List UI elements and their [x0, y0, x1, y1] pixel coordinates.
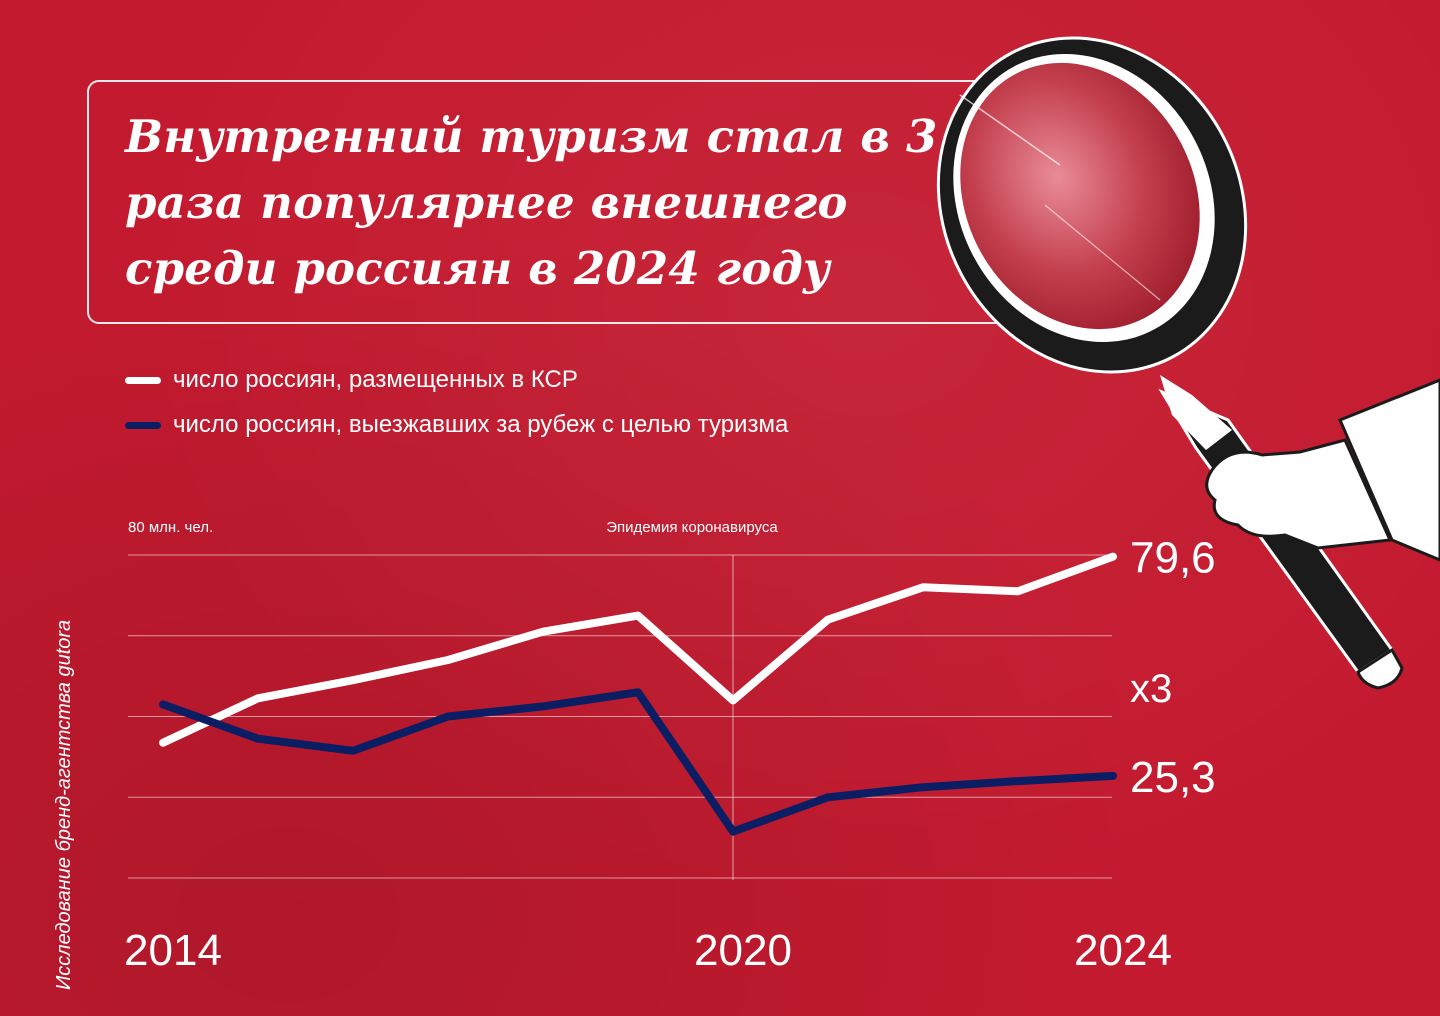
chart-title: Внутренний туризм стал в 3 раза популярн… — [125, 110, 938, 295]
legend-swatch-domestic — [125, 376, 161, 384]
chart-labels: 80 млн. чел. 79,6 25,3 x3 2014 2020 2024 — [124, 519, 1216, 975]
x-tick-2020: 2020 — [694, 926, 792, 975]
magnifier-illustration — [936, 36, 1440, 690]
series-line-1 — [159, 688, 1117, 836]
legend-swatch-outbound — [125, 421, 161, 429]
legend-label-domestic: число россиян, размещенных в КСР — [173, 366, 578, 393]
legend-item-outbound: число россиян, выезжавших за рубеж с цел… — [125, 411, 788, 439]
multiplier-label: x3 — [1130, 667, 1172, 711]
x-tick-2014: 2014 — [124, 926, 222, 975]
epidemic-label: Эпидемия коронавируса — [606, 519, 778, 536]
series-end-label-1: 25,3 — [1130, 753, 1216, 802]
chart-gridlines — [128, 554, 1112, 879]
chart-series — [159, 552, 1117, 836]
series-line-0 — [159, 552, 1117, 747]
x-tick-2024: 2024 — [1074, 926, 1172, 975]
legend-label-outbound: число россиян, выезжавших за рубеж с цел… — [173, 411, 789, 438]
series-end-label-0: 79,6 — [1130, 534, 1216, 583]
y-axis-label: 80 млн. чел. — [128, 519, 213, 536]
legend-item-domestic: число россиян, размещенных в КСР — [125, 366, 578, 394]
